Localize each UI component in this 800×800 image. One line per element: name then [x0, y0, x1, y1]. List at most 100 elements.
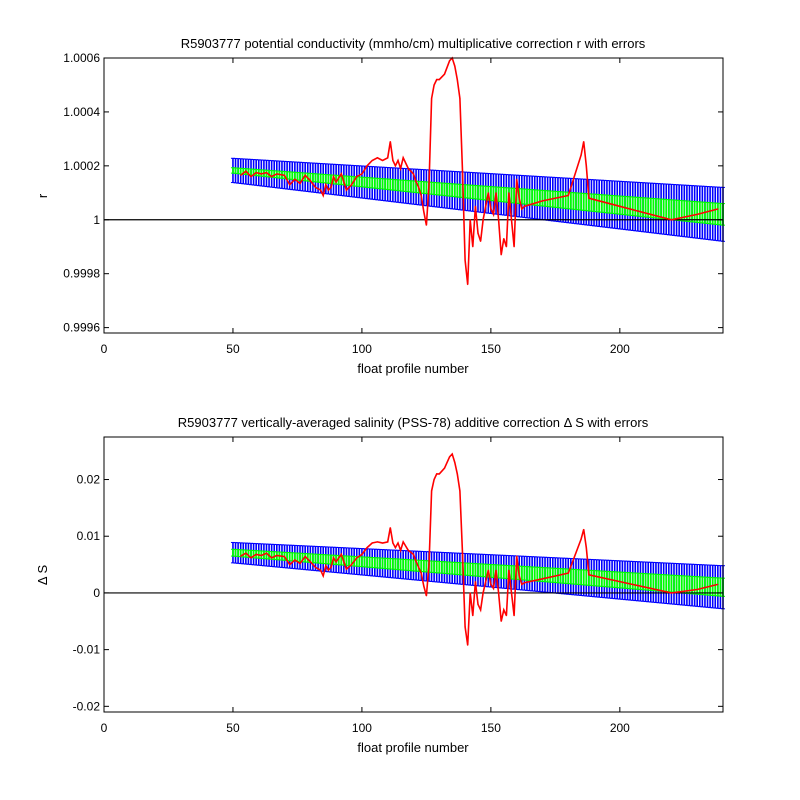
y-tick-label: -0.01	[73, 643, 101, 657]
series-point	[309, 180, 311, 182]
series-point	[299, 182, 301, 184]
series-point	[438, 78, 440, 81]
panel2-y-ticks: -0.02 -0.01 0 0.01 0.02	[73, 473, 723, 713]
series-point	[436, 78, 438, 81]
series-point	[402, 157, 404, 159]
series-point	[294, 178, 296, 180]
series-point	[505, 246, 507, 248]
series-point	[479, 240, 482, 242]
series-point	[418, 186, 420, 189]
series-point	[351, 563, 353, 566]
series-point	[456, 473, 458, 475]
series-point	[289, 563, 291, 566]
series-point	[588, 574, 590, 576]
series-point	[516, 178, 518, 180]
series-point	[467, 283, 469, 286]
series-point	[456, 78, 458, 81]
series-point	[717, 583, 719, 586]
series-point	[510, 219, 513, 221]
series-point	[541, 200, 544, 202]
panel1-error-band	[230, 157, 725, 242]
panel2-ylabel: Δ S	[35, 565, 50, 586]
series-point	[454, 461, 456, 464]
series-point	[430, 97, 433, 100]
series-point	[485, 580, 487, 583]
series-point	[412, 173, 415, 175]
y-tick-label: 1.0002	[63, 159, 100, 173]
series-point	[510, 592, 513, 594]
series-point	[461, 170, 464, 172]
series-point	[513, 246, 515, 248]
series-point	[467, 644, 469, 646]
series-point	[260, 554, 262, 557]
y-tick-label: 0	[93, 586, 100, 600]
x-tick-label: 100	[352, 342, 372, 356]
series-point	[583, 528, 585, 531]
panel-salinity: R5903777 vertically-averaged salinity (P…	[35, 415, 725, 755]
series-point	[327, 569, 329, 571]
series-point	[345, 189, 348, 191]
series-point	[495, 569, 497, 571]
x-tick-label: 50	[226, 342, 240, 356]
series-point	[394, 546, 397, 549]
series-point	[487, 569, 489, 571]
series-point	[366, 546, 368, 549]
series-point	[381, 159, 384, 162]
series-point	[469, 592, 471, 594]
series-point	[366, 165, 368, 167]
series-point	[294, 559, 296, 561]
series-point	[443, 467, 446, 469]
series-point	[276, 173, 278, 175]
series-point	[449, 60, 451, 62]
series-point	[459, 97, 461, 100]
series-point	[356, 557, 358, 559]
series-point	[283, 174, 286, 176]
panel-conductivity: R5903777 potential conductivity (mmho/cm…	[35, 36, 725, 376]
series-point	[392, 159, 394, 162]
series-point	[474, 205, 476, 207]
series-point	[389, 527, 391, 529]
series-point	[490, 208, 492, 210]
series-point	[500, 620, 502, 622]
series-point	[472, 246, 474, 248]
series-point	[260, 173, 262, 175]
series-point	[477, 232, 479, 234]
y-tick-label: 1	[93, 213, 100, 227]
series-point	[255, 171, 257, 174]
series-point	[340, 173, 342, 175]
series-point	[283, 556, 286, 558]
series-point	[322, 194, 324, 197]
series-point	[330, 186, 332, 189]
series-point	[498, 592, 500, 594]
series-point	[482, 219, 484, 221]
series-point	[474, 580, 476, 583]
panel1-title: R5903777 potential conductivity (mmho/cm…	[181, 36, 646, 51]
series-point	[696, 213, 698, 215]
series-point	[469, 219, 471, 221]
series-point	[619, 580, 621, 583]
series-point	[361, 553, 363, 555]
series-point	[451, 453, 453, 455]
series-point	[423, 585, 425, 587]
series-point	[425, 224, 427, 226]
series-point	[438, 473, 440, 475]
series-point	[500, 254, 502, 256]
series-point	[443, 73, 446, 75]
series-point	[464, 626, 466, 628]
series-point	[492, 587, 495, 589]
series-point	[327, 189, 329, 191]
series-point	[696, 588, 698, 591]
series-point	[276, 554, 278, 557]
series-point	[567, 194, 569, 197]
series-point	[376, 157, 378, 159]
series-point	[461, 552, 464, 554]
series-point	[304, 556, 306, 558]
series-point	[309, 561, 311, 563]
series-point	[314, 566, 317, 569]
x-tick-label: 150	[481, 721, 501, 735]
series-point	[425, 595, 427, 597]
series-point	[335, 181, 337, 183]
series-point	[265, 171, 268, 174]
x-tick-label: 100	[352, 721, 372, 735]
